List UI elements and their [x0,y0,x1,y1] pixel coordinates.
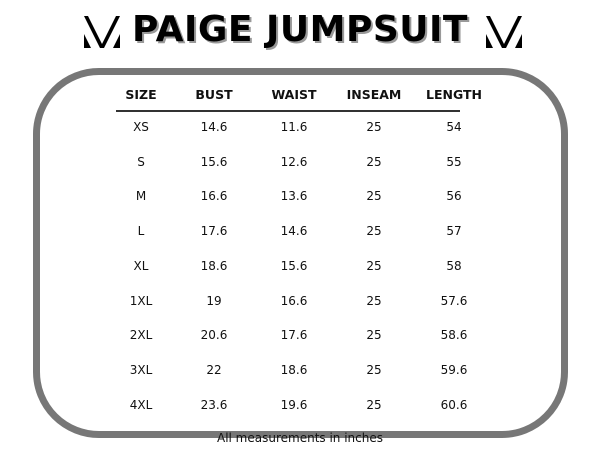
cell-inseam: 25 [366,224,382,239]
cell-waist: 13.6 [280,189,308,204]
cell-bust: 15.6 [200,154,228,169]
cell-waist: 19.6 [280,397,308,412]
cell-bust: 23.6 [200,397,228,412]
cell-bust: 14.6 [200,120,228,134]
cell-size: L [137,224,145,239]
cell-inseam: 25 [366,293,382,308]
column-header-waist: WAIST [271,87,317,102]
cell-length: 57.6 [440,293,468,308]
cell-waist: 16.6 [280,293,308,308]
column-header-inseam: INSEAM [346,87,402,102]
cell-size: XS [133,120,149,134]
page-title: PAIGE JUMPSUIT [132,9,468,50]
cell-waist: 14.6 [280,224,308,239]
cell-waist: 12.6 [280,154,308,169]
cell-bust: 17.6 [200,224,228,239]
cell-waist: 15.6 [280,258,308,273]
cell-bust: 22 [206,362,222,377]
cell-inseam: 25 [366,258,382,273]
brand-logo-icon [84,16,120,48]
measurement-note: All measurements in inches [216,431,383,445]
column-header-size: SIZE [125,87,157,102]
cell-bust: 16.6 [200,189,228,204]
cell-size: 2XL [129,328,153,343]
cell-size: S [137,154,145,169]
cell-waist: 17.6 [280,328,308,343]
header-divider [116,110,460,112]
cell-inseam: 25 [366,362,382,377]
cell-length: 55 [446,154,462,169]
cell-inseam: 25 [366,154,382,169]
cell-length: 57 [446,224,462,239]
cell-bust: 18.6 [200,258,228,273]
cell-length: 58.6 [440,328,468,343]
cell-bust: 19 [206,293,222,308]
cell-length: 60.6 [440,397,468,412]
cell-waist: 11.6 [280,120,308,134]
cell-size: XL [133,258,149,273]
cell-size: M [135,189,147,204]
size-chart-frame [33,68,568,438]
cell-inseam: 25 [366,397,382,412]
cell-length: 56 [446,189,462,204]
cell-waist: 18.6 [280,362,308,377]
cell-length: 59.6 [440,362,468,377]
cell-inseam: 25 [366,189,382,204]
cell-bust: 20.6 [200,328,228,343]
cell-inseam: 25 [366,328,382,343]
cell-size: 3XL [129,362,153,377]
cell-size: 4XL [129,397,153,412]
cell-size: 1XL [129,293,153,308]
column-header-length: LENGTH [426,87,482,102]
brand-logo-icon [486,16,522,48]
cell-inseam: 25 [366,120,382,134]
cell-length: 54 [446,120,462,134]
cell-length: 58 [446,258,462,273]
column-header-bust: BUST [195,87,233,102]
